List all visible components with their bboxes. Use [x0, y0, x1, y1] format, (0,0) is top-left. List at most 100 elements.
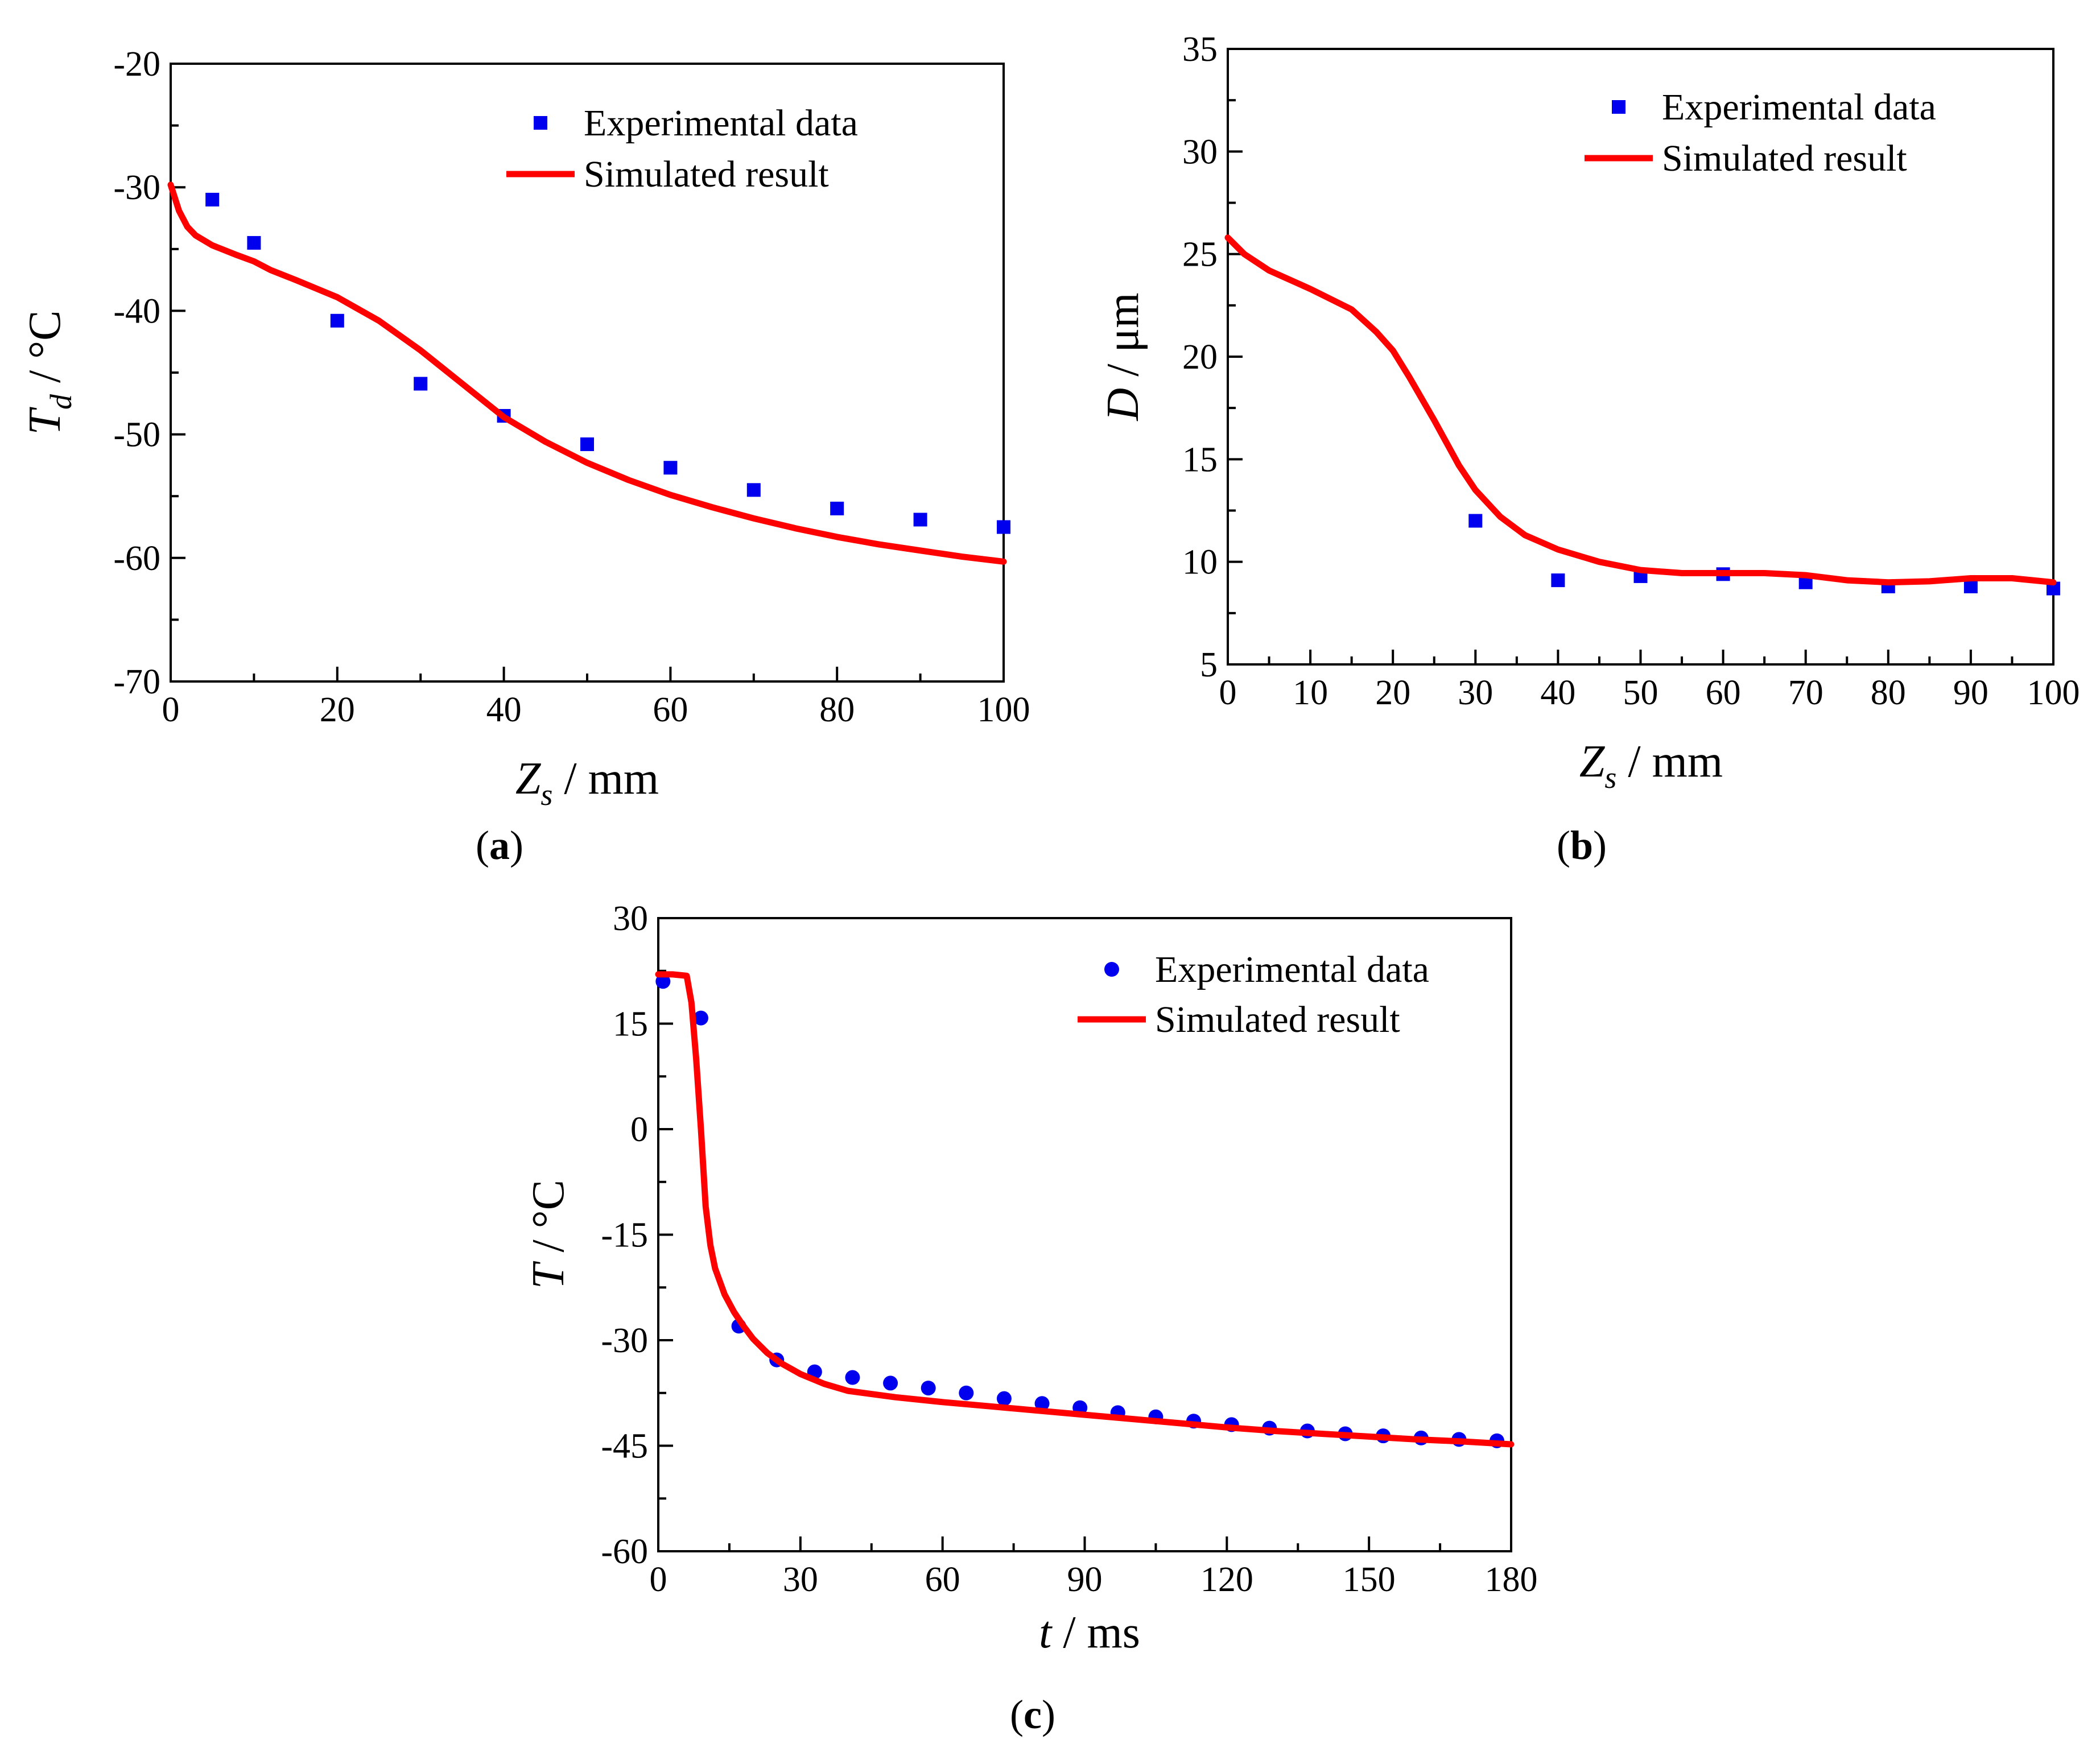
experimental-point — [997, 520, 1010, 534]
x-tick-label: 30 — [1458, 674, 1493, 712]
y-axis-title-variable: T — [523, 1261, 574, 1289]
x-axis-title-unit: / mm — [552, 754, 659, 804]
x-tick-label: 90 — [1953, 674, 1988, 712]
experimental-point — [414, 377, 428, 391]
x-tick-label: 150 — [1343, 1560, 1396, 1599]
y-axis-title: D / μm — [1098, 292, 1148, 421]
x-axis-title-variable: Z — [1579, 737, 1606, 787]
x-tick-label: 40 — [1540, 674, 1575, 712]
experimental-point — [655, 974, 671, 989]
y-axis-title: T / °C — [523, 1180, 574, 1289]
panel-b-chart: 0 10 20 30 40 50 60 70 80 90 100 5 10 15 20 25 30 35 Exper… — [1098, 30, 2080, 868]
x-tick-label: 60 — [925, 1560, 960, 1599]
experimental-point — [746, 483, 761, 497]
simulated-result-line — [655, 971, 1515, 1448]
legend: Experimental data Simulated result — [1078, 949, 1429, 1040]
legend-marker-swatch — [1612, 100, 1625, 114]
experimental-point — [247, 236, 261, 250]
x-tick-label: 80 — [819, 691, 855, 729]
experimental-point — [1551, 573, 1565, 588]
y-tick-label: -45 — [601, 1427, 648, 1466]
panel-label: (b) — [1557, 823, 1607, 868]
experimental-point — [959, 1385, 974, 1401]
legend-marker-swatch — [534, 116, 547, 130]
panel-label-paren: ( — [1010, 1692, 1024, 1737]
panel-label-paren: ( — [476, 823, 489, 868]
panel-label-letter: b — [1570, 823, 1593, 868]
y-axis-title-subscript: d — [44, 394, 78, 410]
x-tick-label: 60 — [653, 691, 688, 729]
legend: Experimental data Simulated result — [506, 102, 858, 195]
y-tick-label: 5 — [1200, 646, 1218, 684]
y-axis-title-variable: D — [1098, 388, 1148, 422]
plot-area — [167, 181, 1010, 565]
legend-label: Experimental data — [1662, 86, 1936, 128]
x-axis-title-subscript: s — [1604, 761, 1616, 795]
x-tick-label: 30 — [783, 1560, 818, 1599]
experimental-point — [845, 1370, 860, 1385]
y-tick-label: -60 — [113, 539, 160, 578]
y-axis-title-variable: T — [20, 407, 70, 435]
simulated-result-line — [167, 181, 1007, 565]
y-tick-label: -40 — [113, 292, 160, 331]
x-tick-label: 60 — [1706, 674, 1741, 712]
x-axis-title-unit: / mm — [1616, 737, 1723, 787]
experimental-point — [205, 192, 220, 206]
x-tick-label: 20 — [1375, 674, 1410, 712]
y-tick-label: 20 — [1182, 338, 1218, 377]
y-tick-label: -15 — [601, 1216, 648, 1255]
legend-label: Simulated result — [1155, 999, 1400, 1040]
y-tick-label: -70 — [113, 663, 160, 701]
panel-label-paren: ( — [1557, 823, 1570, 868]
y-tick-label: -20 — [113, 45, 160, 84]
legend-label: Simulated result — [1662, 138, 1907, 179]
panel-a-chart: 0 20 40 60 80 100 -70 -60 -50 -40 -30 -20 Experiment… — [20, 45, 1030, 868]
y-tick-label: -50 — [113, 416, 160, 455]
x-axis-title: Zs / mm — [1579, 737, 1723, 795]
experimental-point — [913, 513, 927, 527]
experimental-point — [830, 501, 844, 515]
x-tick-label: 50 — [1623, 674, 1658, 712]
y-tick-label: 15 — [613, 1005, 648, 1044]
experimental-point — [330, 313, 344, 328]
x-tick-label: 10 — [1293, 674, 1328, 712]
experimental-point — [1034, 1396, 1050, 1411]
experimental-point — [1468, 514, 1483, 528]
x-tick-label: 0 — [650, 1560, 667, 1599]
panel-label-paren: ) — [510, 823, 523, 868]
x-axis-title: t / ms — [1039, 1608, 1140, 1658]
plot-area — [1224, 234, 2060, 596]
x-axis-title-variable: Z — [515, 754, 542, 804]
experimental-point — [921, 1381, 936, 1396]
experimental-point — [883, 1375, 898, 1391]
panel-label: (c) — [1010, 1692, 1055, 1737]
y-tick-label: 10 — [1182, 543, 1218, 582]
x-axis-title-unit: / ms — [1051, 1608, 1140, 1658]
panel-label-letter: c — [1024, 1692, 1042, 1737]
x-axis-title-variable: t — [1039, 1608, 1053, 1658]
x-tick-label: 0 — [1219, 674, 1237, 712]
x-tick-label: 80 — [1871, 674, 1906, 712]
y-tick-label: -30 — [601, 1321, 648, 1360]
legend-marker-swatch — [1104, 962, 1119, 977]
legend-label: Experimental data — [1155, 949, 1429, 990]
y-tick-label: 30 — [1182, 133, 1218, 171]
experimental-point — [693, 1010, 708, 1026]
x-tick-label: 120 — [1200, 1560, 1253, 1599]
y-axis-title-unit: / °C — [20, 310, 70, 394]
experimental-point — [996, 1391, 1012, 1406]
plot-area — [655, 971, 1515, 1448]
x-tick-label: 0 — [162, 691, 180, 729]
y-tick-label: 0 — [630, 1110, 648, 1149]
panel-label-letter: a — [489, 823, 510, 868]
y-axis-title-unit: / μm — [1098, 292, 1148, 387]
x-tick-label: 20 — [320, 691, 355, 729]
panel-label: (a) — [476, 823, 523, 868]
y-tick-label: 35 — [1182, 30, 1218, 69]
y-tick-label: -60 — [601, 1532, 648, 1571]
simulated-result-line — [1224, 234, 2057, 586]
y-axis-title-unit: / °C — [523, 1180, 574, 1264]
legend-label: Simulated result — [584, 154, 829, 195]
x-tick-label: 70 — [1788, 674, 1823, 712]
